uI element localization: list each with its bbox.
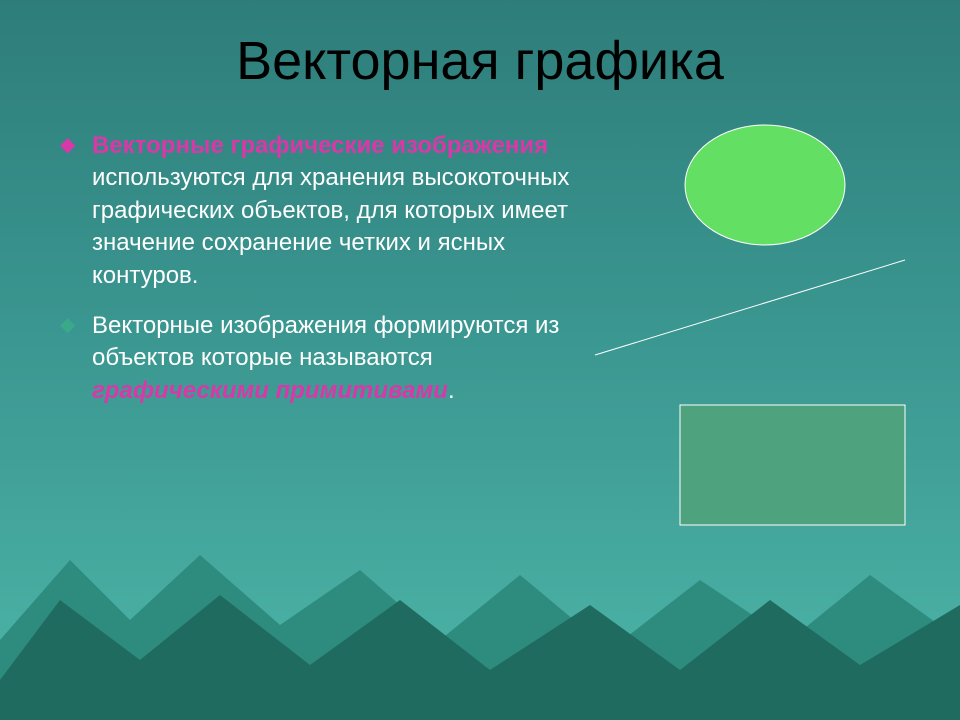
bullet-diamond-icon: ◆ bbox=[60, 132, 75, 159]
slide-title: Векторная графика bbox=[0, 30, 960, 92]
line-primitive bbox=[595, 260, 905, 355]
bullet-list: ◆Векторные графические изображения испол… bbox=[60, 130, 580, 425]
rectangle-primitive bbox=[680, 405, 905, 525]
bullet-diamond-icon: ◆ bbox=[60, 312, 75, 339]
bullet-item-1: ◆Векторные изображения формируются из об… bbox=[60, 310, 580, 407]
slide: Векторная графика ◆Векторные графические… bbox=[0, 0, 960, 720]
bullet-item-0: ◆Векторные графические изображения испол… bbox=[60, 130, 580, 292]
mountain-silhouette bbox=[0, 540, 960, 720]
ellipse-primitive bbox=[685, 125, 845, 245]
